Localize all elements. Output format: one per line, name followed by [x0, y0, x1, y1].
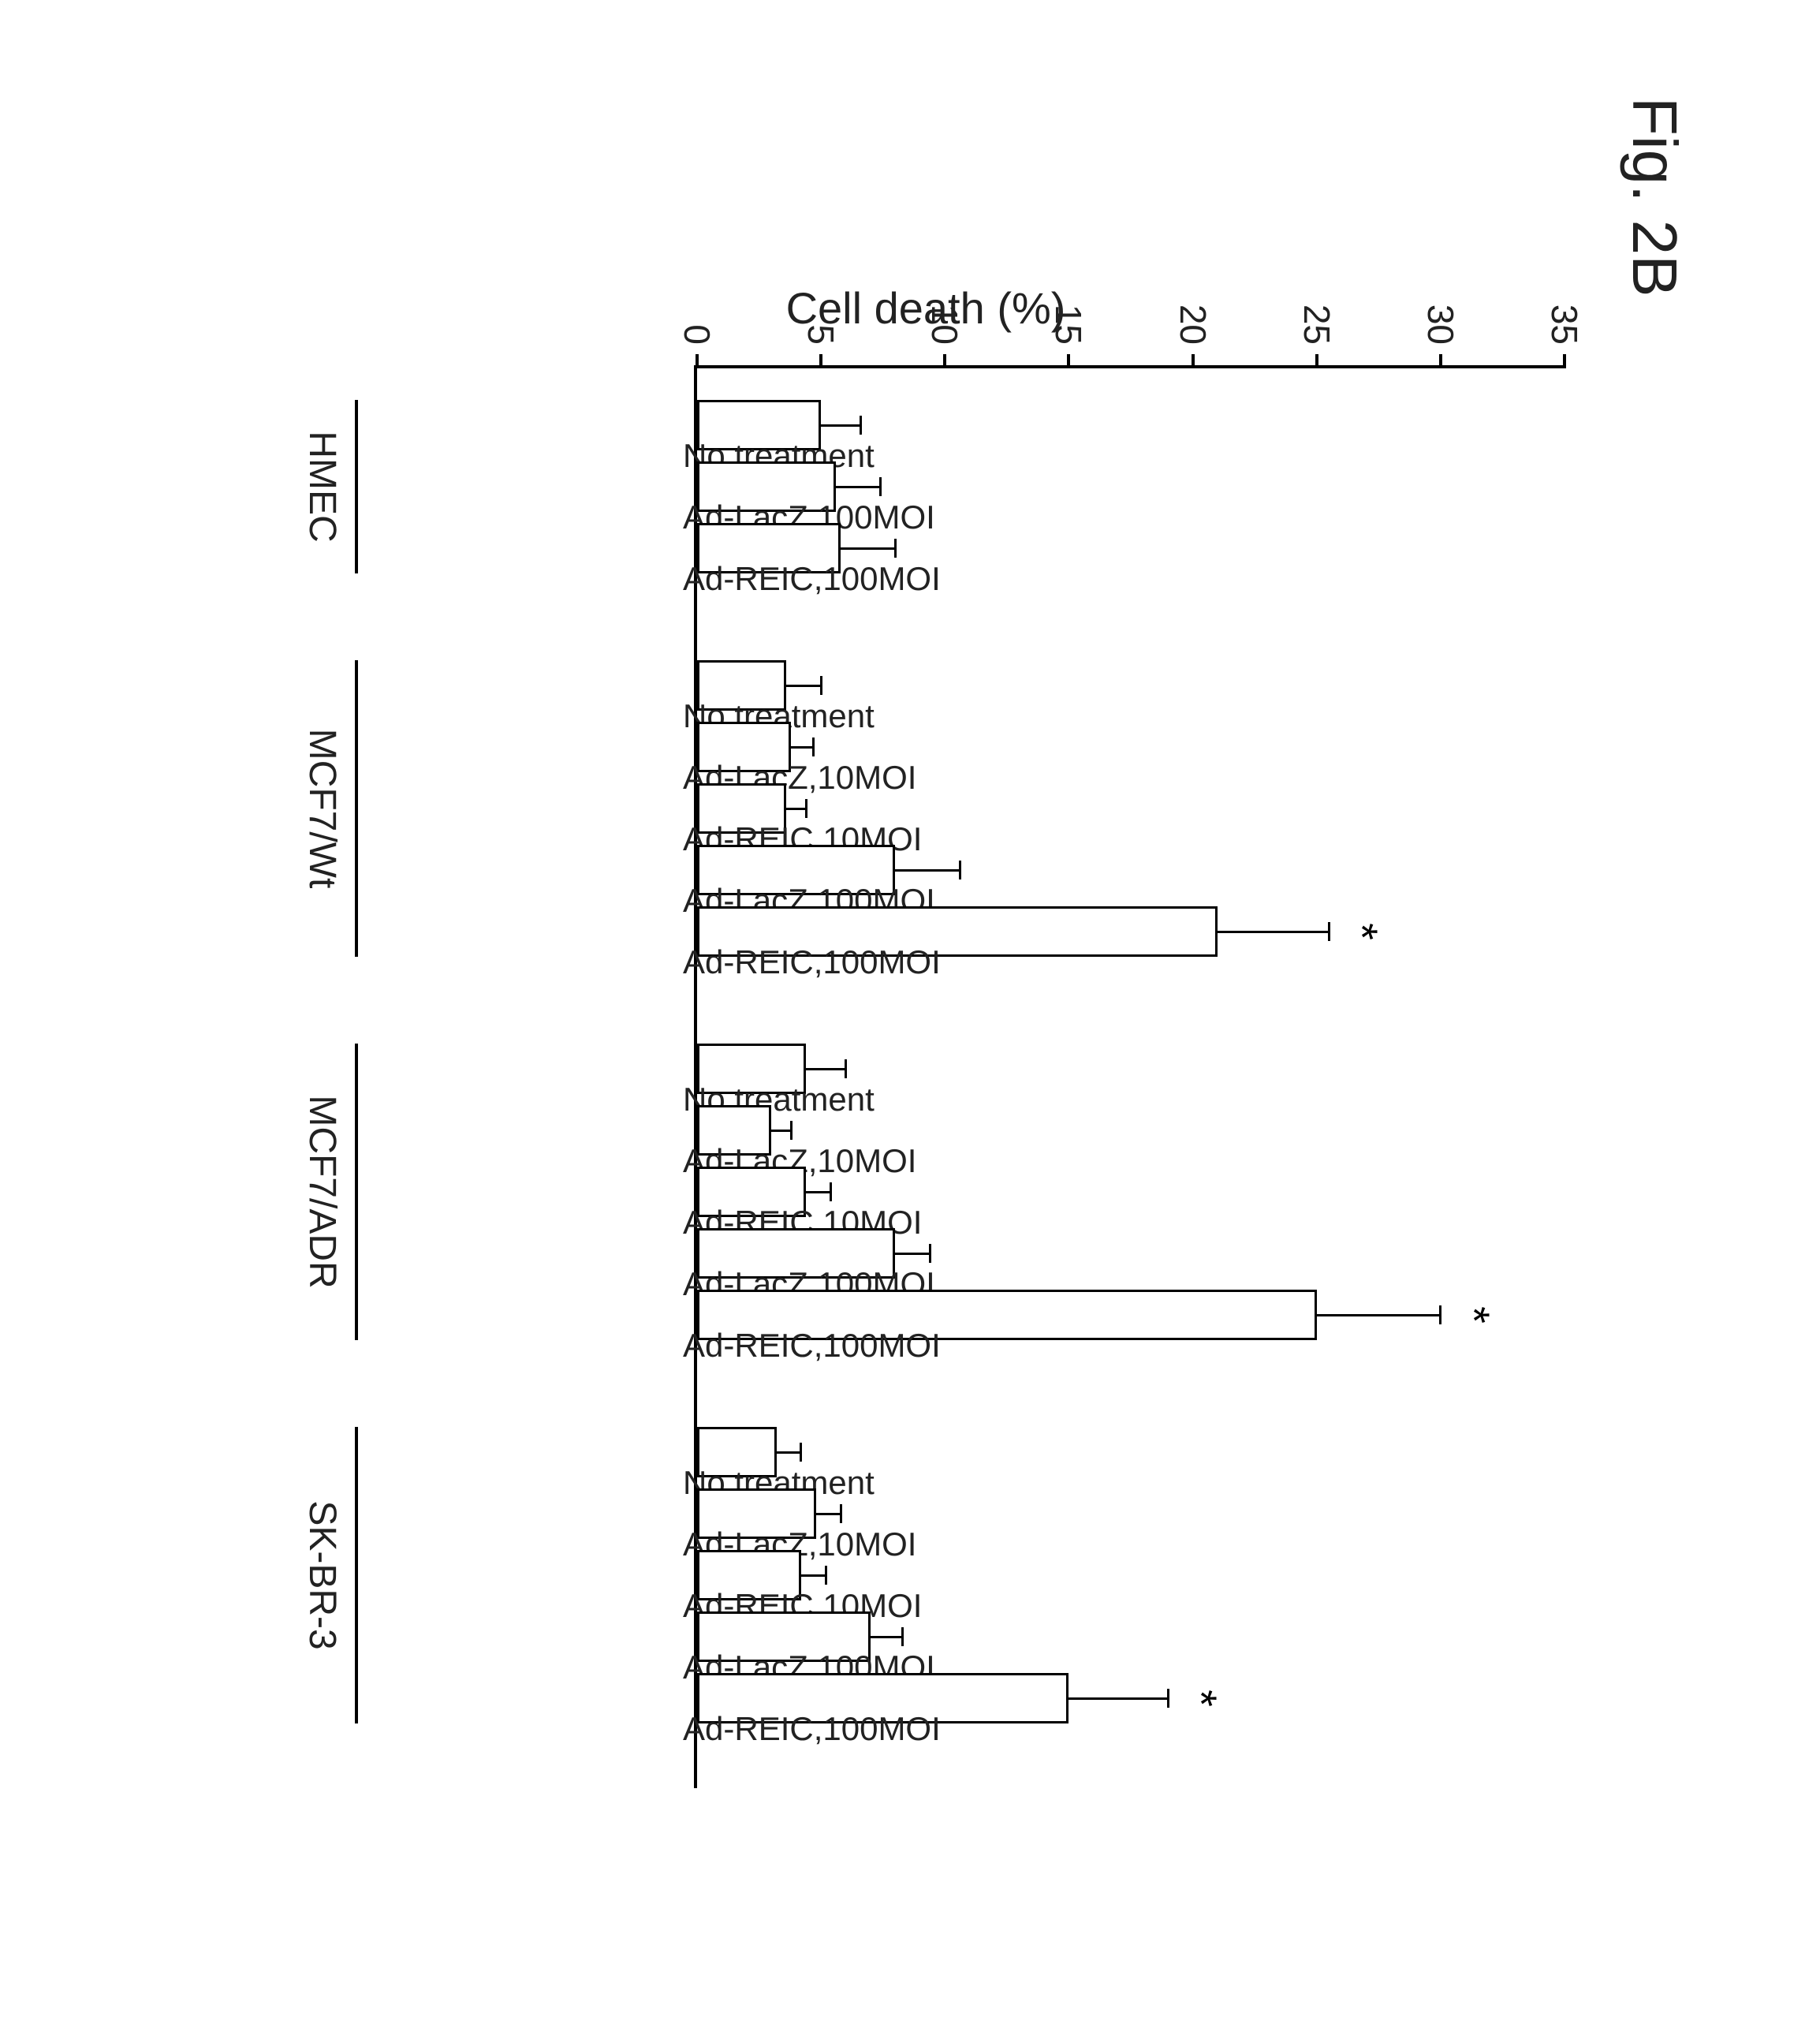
- y-tick: [1563, 354, 1566, 368]
- rotated-canvas: Fig. 2B Cell death (%) 05101520253035No …: [82, 65, 1738, 1959]
- error-cap: [879, 477, 882, 496]
- error-bar: [806, 1068, 845, 1070]
- group-bracket: [355, 1044, 358, 1340]
- error-bar: [821, 424, 860, 427]
- error-bar: [836, 486, 881, 488]
- significance-marker: *: [1337, 923, 1388, 940]
- error-cap: [1167, 1689, 1169, 1708]
- y-tick: [696, 354, 699, 368]
- group-bracket: [355, 400, 358, 573]
- error-bar: [871, 1636, 903, 1638]
- error-cap: [1439, 1305, 1441, 1324]
- error-bar: [895, 1253, 930, 1255]
- y-tick: [1439, 354, 1442, 368]
- error-cap: [840, 1504, 842, 1523]
- error-cap: [790, 1121, 793, 1140]
- y-tick-label: 30: [1419, 297, 1462, 345]
- y-tick-label: 15: [1047, 297, 1090, 345]
- error-cap: [1328, 922, 1330, 941]
- figure-label: Fig. 2B: [1618, 97, 1691, 297]
- figure-panel: Fig. 2B Cell death (%) 05101520253035No …: [82, 65, 1738, 1959]
- y-tick: [1192, 354, 1195, 368]
- y-tick-label: 5: [800, 297, 842, 345]
- y-tick: [1067, 354, 1070, 368]
- error-bar: [806, 1191, 830, 1193]
- bar-label: Ad-REIC,100MOI: [683, 1327, 941, 1365]
- bar-label: Ad-REIC,100MOI: [683, 560, 941, 598]
- error-bar: [1218, 931, 1329, 933]
- error-cap: [830, 1182, 832, 1201]
- group-label: SK-BR-3: [300, 1500, 344, 1649]
- error-cap: [812, 738, 815, 756]
- group-bracket: [355, 1427, 358, 1723]
- error-cap: [860, 416, 862, 435]
- error-cap: [901, 1627, 904, 1646]
- group-label: HMEC: [300, 431, 344, 542]
- error-bar: [791, 746, 813, 749]
- bar-label: Ad-REIC,100MOI: [683, 1710, 941, 1748]
- error-bar: [771, 1130, 791, 1132]
- chart: Cell death (%) 05101520253035No treatmen…: [255, 271, 1596, 1864]
- error-cap: [820, 676, 822, 695]
- error-cap: [800, 1443, 803, 1462]
- y-tick-label: 10: [923, 297, 966, 345]
- error-cap: [805, 799, 807, 818]
- error-bar: [786, 808, 806, 810]
- error-cap: [845, 1059, 847, 1078]
- error-cap: [894, 539, 897, 558]
- error-bar: [801, 1574, 826, 1577]
- error-bar: [841, 547, 895, 550]
- error-cap: [959, 861, 961, 879]
- plot-area: 05101520253035No treatmentAd-LacZ,100MOI…: [694, 365, 1565, 1788]
- error-bar: [777, 1451, 801, 1454]
- y-tick-label: 20: [1172, 297, 1214, 345]
- y-tick: [1315, 354, 1318, 368]
- error-bar: [786, 685, 821, 687]
- error-bar: [816, 1513, 841, 1515]
- significance-marker: *: [1176, 1690, 1227, 1707]
- group-label: MCF7/ADR: [300, 1095, 344, 1288]
- error-bar: [1317, 1314, 1441, 1316]
- error-cap: [825, 1566, 827, 1585]
- error-bar: [1069, 1697, 1168, 1700]
- bar-label: Ad-REIC,100MOI: [683, 943, 941, 981]
- y-tick: [819, 354, 822, 368]
- error-cap: [929, 1244, 931, 1263]
- y-tick-label: 35: [1543, 297, 1586, 345]
- y-tick-label: 0: [676, 297, 718, 345]
- error-bar: [895, 869, 960, 872]
- y-tick-label: 25: [1296, 297, 1338, 345]
- group-label: MCF7/Wt: [300, 729, 344, 889]
- page: Fig. 2B Cell death (%) 05101520253035No …: [0, 0, 1820, 2024]
- significance-marker: *: [1449, 1306, 1500, 1324]
- group-bracket: [355, 660, 358, 957]
- y-tick: [943, 354, 946, 368]
